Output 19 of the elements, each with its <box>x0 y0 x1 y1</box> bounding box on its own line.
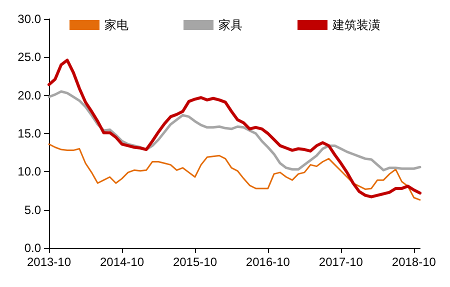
x-tick-label: 2015-10 <box>172 255 218 269</box>
y-tick-label: 5.0 <box>24 202 42 217</box>
x-tick-label: 2013-10 <box>26 255 72 269</box>
legend-label: 家电 <box>104 18 128 32</box>
line-series <box>48 143 421 201</box>
x-tick-label: 2017-10 <box>318 255 364 269</box>
x-tick-label: 2018-10 <box>392 255 436 269</box>
x-tick-label: 2014-10 <box>100 255 144 269</box>
y-tick-label: 30.0 <box>18 12 42 26</box>
y-tick-label: 0.0 <box>24 241 42 255</box>
line-series <box>48 58 422 198</box>
x-tick-label: 2016-10 <box>246 255 290 269</box>
line-series <box>48 90 422 172</box>
y-tick-label: 15.0 <box>18 126 42 140</box>
legend-label: 建筑装潢 <box>332 18 380 32</box>
y-tick-label: 20.0 <box>18 88 42 102</box>
legend-label: 家具 <box>218 18 242 32</box>
y-tick-label: 25.0 <box>18 50 42 64</box>
y-tick-label: 10.0 <box>18 164 42 179</box>
